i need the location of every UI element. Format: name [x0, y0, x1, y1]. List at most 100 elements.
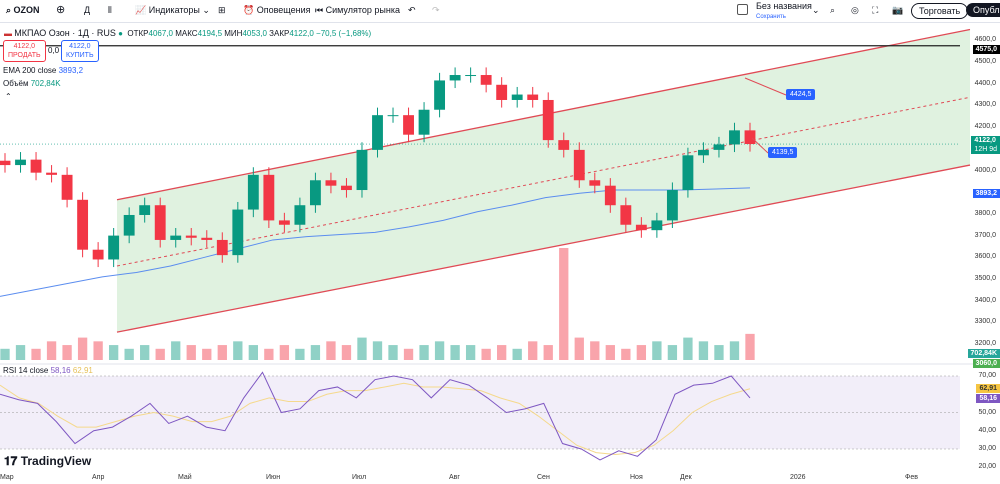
candle-body	[309, 180, 321, 206]
close-value: 4122,0	[289, 29, 314, 38]
volume-bar	[388, 345, 398, 360]
volume-bar	[621, 348, 631, 360]
symbol-search[interactable]: ⌕ OZON	[6, 5, 40, 15]
status-dot-icon: ●	[118, 29, 123, 38]
volume-bar	[512, 348, 522, 360]
rsi-tag: 58,16	[976, 393, 1000, 403]
collapse-icon[interactable]: ⌃	[5, 92, 12, 101]
price-tick-label: 3600,0	[974, 253, 996, 261]
callout-line	[744, 77, 787, 96]
channel-median-line	[116, 96, 971, 267]
add-symbol-icon[interactable]: ⊕	[56, 4, 66, 16]
volume-bar	[15, 345, 26, 360]
candle-body	[682, 155, 694, 191]
publish-button[interactable]: Опублик	[966, 3, 1000, 17]
alerts-button[interactable]: ⏰ Оповещения	[243, 5, 311, 15]
ema-label: EMA 200 close	[3, 66, 57, 75]
time-axis-label: Фев	[905, 474, 918, 481]
logo-text: TradingView	[20, 454, 92, 468]
rsi-legend[interactable]: RSI 14 close 58,16 62,91	[3, 366, 93, 375]
volume-bar	[31, 348, 41, 360]
candle-body	[698, 149, 709, 156]
volume-bar	[434, 341, 445, 360]
buy-price: 4122,0	[69, 43, 91, 50]
volume-bar	[140, 345, 150, 360]
rsi-label: RSI 14 close	[3, 366, 49, 375]
candles-icon[interactable]: ⫴	[108, 5, 112, 15]
volume-tag: 702,84K	[967, 349, 1000, 359]
redo-icon[interactable]: ↷	[432, 5, 440, 15]
candle-body	[46, 172, 57, 175]
top-toolbar: ⌕ OZON ⊕ Д ⫴ 📈 Индикаторы ⌄ ⊞ ⏰ Оповещен…	[0, 0, 1000, 23]
candle-body	[418, 109, 430, 135]
candle-body	[61, 174, 73, 200]
time-axis-label: Май	[178, 474, 192, 481]
volume-bar	[357, 337, 367, 360]
volume-bar	[155, 348, 165, 360]
time-axis-label: Июл	[352, 474, 367, 481]
symbol-title: МКПАО Озон · 1Д · RUS	[14, 28, 116, 38]
volume-bar	[652, 341, 662, 360]
volume-legend[interactable]: Объём 702,84K	[3, 79, 61, 88]
sell-button[interactable]: 4122,0 ПРОДАТЬ	[3, 40, 46, 62]
spread: 0,0	[48, 46, 60, 55]
candle-body	[449, 75, 461, 81]
candle-body	[356, 149, 368, 191]
candle-body	[573, 149, 585, 181]
interval-button[interactable]: Д	[84, 5, 91, 15]
volume-bar	[0, 348, 10, 360]
candle-body	[511, 94, 523, 100]
candle-body	[651, 220, 663, 231]
dropdown-icon[interactable]: ⌄	[812, 5, 820, 15]
price-callout[interactable]: 4424,5	[786, 89, 816, 100]
volume-tag-2: 3060,0	[972, 359, 1000, 369]
candle-body	[635, 224, 647, 231]
flag-icon: ▬	[4, 29, 12, 38]
price-callout[interactable]: 4139,5	[768, 147, 798, 158]
ema-legend[interactable]: EMA 200 close 3893,2	[3, 66, 83, 75]
rsi-ma-value: 62,91	[72, 366, 93, 375]
candle-body	[30, 159, 42, 173]
volume-bar	[714, 345, 724, 360]
volume-bar	[202, 348, 212, 360]
candle-body	[465, 75, 477, 77]
layout-checkbox-icon[interactable]	[737, 4, 748, 15]
candle-body	[387, 115, 399, 117]
candle-body	[434, 80, 446, 110]
volume-bar	[745, 333, 755, 360]
channel-fill	[117, 29, 970, 333]
volume-bar	[217, 345, 227, 360]
replay-button[interactable]: ⏮ Симулятор рынка	[315, 5, 400, 15]
volume-bar	[465, 345, 476, 360]
price-tick-label: 3800,0	[974, 209, 996, 217]
volume-value: 702,84K	[30, 79, 61, 88]
open-label: ОТКР	[127, 29, 149, 38]
price-tick-label: 4600,0	[974, 36, 996, 44]
candle-body	[77, 199, 89, 250]
volume-bar	[310, 345, 321, 360]
templates-icon[interactable]: ⊞	[218, 5, 226, 15]
candle-body	[108, 235, 120, 260]
time-axis-label: Авг	[449, 474, 460, 481]
price-tick-label: 4400,0	[974, 79, 996, 87]
rsi-ma-tag: 62,91	[976, 383, 1000, 393]
undo-icon[interactable]: ↶	[408, 5, 416, 15]
candle-body	[744, 130, 756, 145]
candle-body	[589, 180, 601, 186]
candle-body	[123, 214, 135, 236]
candle-body	[604, 185, 616, 206]
fullscreen-icon[interactable]: ⛶	[872, 5, 879, 15]
candle-body	[325, 180, 337, 186]
buy-button[interactable]: 4122,0 КУПИТЬ	[61, 40, 99, 62]
layout-name[interactable]: Без названия Сохранить	[756, 1, 812, 21]
indicators-button[interactable]: 📈 Индикаторы ⌄	[135, 5, 210, 15]
volume-bar	[543, 345, 553, 360]
candle-body	[403, 115, 414, 135]
candle-body	[15, 159, 26, 166]
volume-bar	[62, 345, 72, 360]
candle-body	[92, 249, 104, 260]
camera-icon[interactable]: 📷	[892, 5, 904, 15]
settings-icon[interactable]: ◎	[851, 5, 859, 15]
quick-search-icon[interactable]: ⌕	[830, 5, 836, 15]
